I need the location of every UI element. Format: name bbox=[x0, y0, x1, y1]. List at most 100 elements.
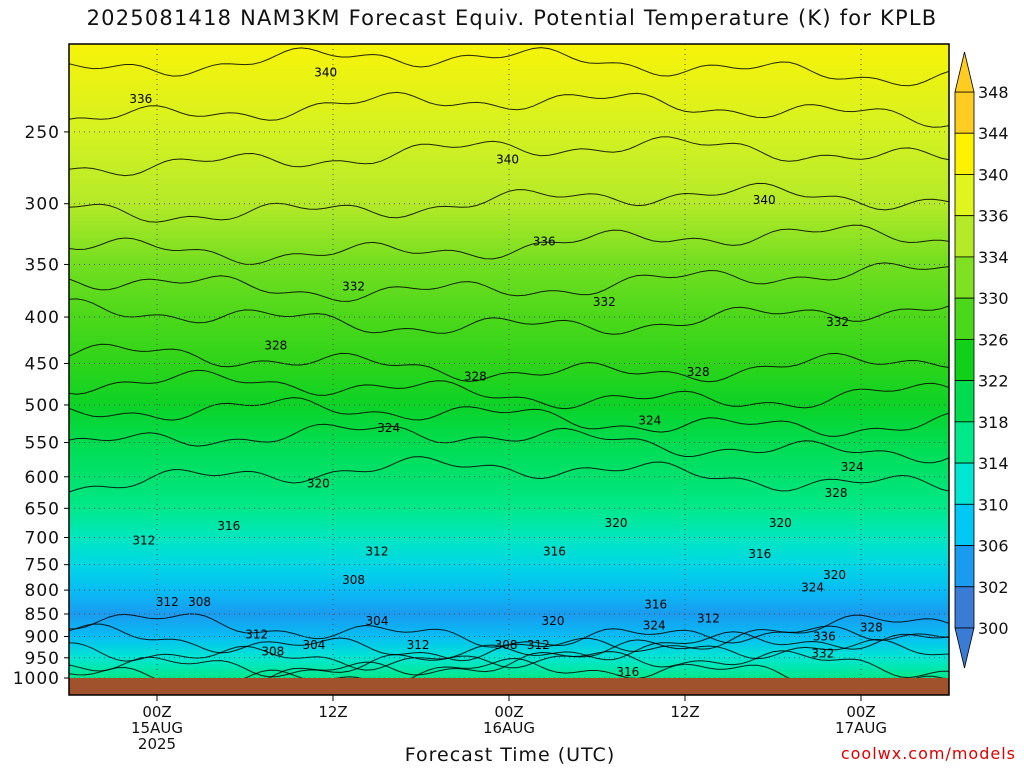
contour-label: 316 bbox=[543, 544, 566, 558]
y-tick-label: 900 bbox=[25, 627, 60, 647]
colorbar: 348 344 340 336 334 330 326 322 318 314 310 306 302 3… bbox=[954, 51, 1009, 669]
contour-label: 308 bbox=[188, 595, 211, 609]
colorbar-label: 300 bbox=[978, 619, 1009, 638]
gridlines bbox=[69, 44, 949, 679]
contour-label: 328 bbox=[264, 339, 287, 353]
contour-label: 308 bbox=[342, 573, 365, 587]
x-tick-label: 00Z bbox=[142, 703, 171, 721]
colorbar-segment bbox=[954, 132, 975, 175]
colorbar-label: 322 bbox=[978, 372, 1009, 391]
x-tick-label: 17AUG bbox=[835, 719, 887, 737]
colorbar-label: 348 bbox=[978, 83, 1009, 102]
contour-label: 320 bbox=[307, 476, 330, 490]
x-tick-label: 00Z bbox=[846, 703, 875, 721]
chart-title: 2025081418 NAM3KM Forecast Equiv. Potent… bbox=[86, 6, 938, 30]
y-tick-label: 500 bbox=[25, 396, 60, 416]
x-tick-label: 15AUG bbox=[131, 719, 183, 737]
plot-area bbox=[69, 44, 949, 695]
contour-label: 340 bbox=[496, 152, 519, 166]
contour-label: 320 bbox=[605, 516, 628, 530]
contour-label: 324 bbox=[638, 413, 661, 427]
colorbar-label: 326 bbox=[978, 330, 1009, 349]
contour-label: 328 bbox=[825, 486, 848, 500]
y-tick-label: 650 bbox=[25, 499, 60, 519]
contour-label: 324 bbox=[643, 618, 666, 632]
credit-link[interactable]: coolwx.com/models bbox=[840, 744, 1016, 763]
colorbar-segment bbox=[954, 91, 975, 134]
colorbar-label: 318 bbox=[978, 413, 1009, 432]
contour-label: 312 bbox=[366, 544, 389, 558]
colorbar-label: 314 bbox=[978, 454, 1009, 473]
contour-label: 304 bbox=[366, 614, 389, 628]
x-axis-title: Forecast Time (UTC) bbox=[404, 744, 616, 766]
y-tick-label: 950 bbox=[25, 649, 60, 669]
colorbar-segment bbox=[954, 256, 975, 299]
contour-line bbox=[69, 298, 949, 335]
colorbar-label: 306 bbox=[978, 537, 1009, 556]
contour-label: 316 bbox=[748, 547, 771, 561]
contour-line bbox=[69, 423, 949, 464]
contour-label: 328 bbox=[464, 369, 487, 383]
contour-label: 332 bbox=[826, 315, 849, 329]
contour-label: 308 bbox=[261, 645, 284, 659]
y-axis-labels: 2503003504004505005506006507007508008509… bbox=[13, 123, 69, 689]
contour-label: 312 bbox=[156, 595, 179, 609]
colorbar-segment bbox=[954, 297, 975, 340]
colorbar-label: 340 bbox=[978, 165, 1009, 184]
contour-label: 340 bbox=[753, 193, 776, 207]
contour-label: 312 bbox=[527, 638, 550, 652]
colorbar-segment bbox=[954, 174, 975, 217]
contour-label: 316 bbox=[644, 598, 667, 612]
y-tick-label: 850 bbox=[25, 605, 60, 625]
x-tick-label: 00Z bbox=[494, 703, 523, 721]
contour-label: 332 bbox=[811, 647, 834, 661]
y-tick-label: 1000 bbox=[13, 669, 60, 689]
y-tick-label: 700 bbox=[25, 528, 60, 548]
y-tick-label: 350 bbox=[25, 255, 60, 275]
colorbar-segment bbox=[954, 421, 975, 464]
contour-label: 316 bbox=[616, 665, 639, 679]
colorbar-segment bbox=[954, 462, 975, 505]
y-tick-label: 800 bbox=[25, 581, 60, 601]
y-tick-label: 250 bbox=[25, 123, 60, 143]
contour-label: 336 bbox=[533, 234, 556, 248]
colorbar-max-arrow bbox=[954, 51, 975, 93]
contour-label: 332 bbox=[593, 295, 616, 309]
contour-label: 324 bbox=[377, 421, 400, 435]
y-tick-label: 400 bbox=[25, 308, 60, 328]
colorbar-segment bbox=[954, 503, 975, 546]
colorbar-segment bbox=[954, 380, 975, 423]
contour-label: 324 bbox=[841, 460, 864, 474]
contour-line bbox=[69, 47, 949, 87]
x-tick-label: 12Z bbox=[318, 703, 347, 721]
colorbar-segment bbox=[954, 586, 975, 629]
y-tick-label: 450 bbox=[25, 354, 60, 374]
contour-line bbox=[69, 343, 949, 383]
colorbar-segment bbox=[954, 338, 975, 382]
contour-label: 312 bbox=[407, 638, 430, 652]
contour-label: 320 bbox=[823, 568, 846, 582]
contour-label: 316 bbox=[217, 519, 240, 533]
contour-label: 336 bbox=[813, 629, 836, 643]
y-tick-label: 550 bbox=[25, 433, 60, 453]
colorbar-label: 336 bbox=[978, 207, 1009, 226]
x-tick-label: 12Z bbox=[670, 703, 699, 721]
colorbar-label: 330 bbox=[978, 289, 1009, 308]
contour-label: 336 bbox=[129, 92, 152, 106]
contour-label: 312 bbox=[132, 533, 155, 547]
ground-surface bbox=[69, 678, 949, 695]
contour-label: 320 bbox=[769, 516, 792, 530]
colorbar-label: 344 bbox=[978, 124, 1009, 143]
contour-label: 324 bbox=[801, 581, 824, 595]
contour-label: 332 bbox=[342, 279, 365, 293]
contour-label: 312 bbox=[697, 612, 720, 626]
colorbar-label: 302 bbox=[978, 578, 1009, 597]
contour-line bbox=[69, 182, 949, 223]
contour-label: 320 bbox=[542, 614, 565, 628]
x-tick-label: 16AUG bbox=[483, 719, 535, 737]
colorbar-label: 334 bbox=[978, 248, 1009, 267]
contour-label: 312 bbox=[245, 627, 268, 641]
colorbar-segment bbox=[954, 215, 975, 258]
